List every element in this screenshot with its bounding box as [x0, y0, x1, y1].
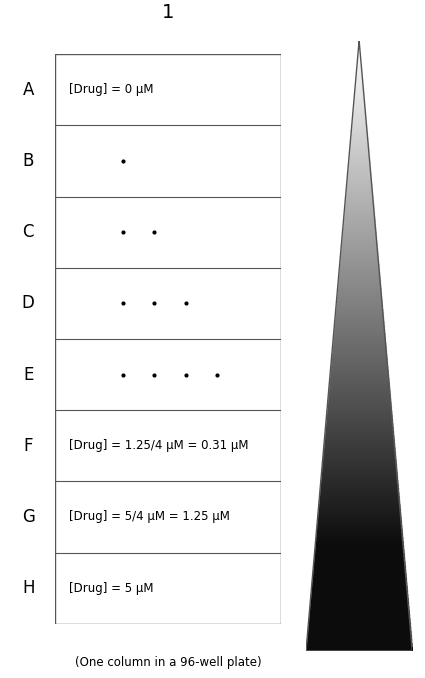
- Text: [Drug] = 5/4 μM = 1.25 μM: [Drug] = 5/4 μM = 1.25 μM: [69, 511, 230, 523]
- Text: [Drug] = 5 μM: [Drug] = 5 μM: [69, 582, 153, 595]
- Text: 1: 1: [162, 3, 174, 22]
- Text: B: B: [23, 152, 34, 170]
- Text: [Drug] = 1.25/4 μM = 0.31 μM: [Drug] = 1.25/4 μM = 0.31 μM: [69, 439, 248, 452]
- Text: C: C: [23, 223, 34, 241]
- Text: (One column in a 96-well plate): (One column in a 96-well plate): [74, 656, 261, 669]
- Text: [Drug] = 0 μM: [Drug] = 0 μM: [69, 83, 153, 96]
- Text: H: H: [22, 579, 34, 597]
- Text: G: G: [22, 508, 35, 526]
- Text: E: E: [23, 365, 34, 384]
- Text: D: D: [22, 294, 35, 313]
- Text: A: A: [23, 81, 34, 99]
- Text: F: F: [23, 437, 33, 455]
